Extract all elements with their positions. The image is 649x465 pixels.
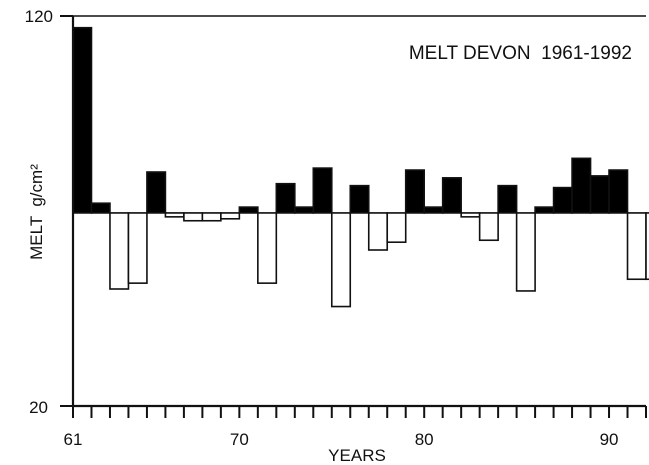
x-axis-title: YEARS	[328, 446, 386, 465]
bar-1978	[386, 212, 407, 243]
bar-1970	[238, 206, 259, 214]
bar-1972	[275, 182, 296, 214]
y-axis-title: MELT g/cm²	[27, 164, 46, 260]
x-tick-label-61: 61	[64, 430, 83, 449]
bar-1983	[478, 212, 499, 242]
bar-1974	[312, 167, 333, 214]
x-tick-label-80: 80	[415, 430, 434, 449]
bar-1988	[571, 157, 592, 214]
bar-1967	[183, 212, 204, 222]
bar-1973	[294, 206, 315, 214]
bar-1977	[367, 212, 389, 251]
bar-1990	[608, 169, 629, 214]
bar-1975	[330, 212, 352, 308]
x-tick-label-90: 90	[600, 430, 619, 449]
bar-1981	[441, 177, 462, 214]
chart-title: MELT DEVON 1961-1992	[409, 43, 632, 64]
bar-1968	[201, 212, 222, 222]
bar-1963	[109, 212, 130, 290]
bar-1991	[626, 212, 647, 281]
bar-1989	[589, 175, 610, 214]
bar-1964	[127, 212, 148, 284]
bar-1976	[349, 184, 370, 214]
bar-1985	[515, 212, 536, 292]
bar-1986	[534, 206, 555, 214]
y-tick-label-120: 120	[25, 7, 53, 26]
bar-1965	[146, 171, 167, 214]
bar-1979	[404, 169, 425, 214]
bar-1984	[497, 184, 518, 214]
bar-1962	[90, 202, 111, 214]
bar-1961	[72, 26, 93, 214]
bar-1969	[220, 212, 241, 220]
x-tick-labels-layer: 61 70 80 90	[64, 430, 619, 449]
x-ticks-layer	[72, 406, 647, 418]
bar-1980	[423, 206, 444, 214]
bar-1987	[552, 186, 573, 214]
bar-1992	[645, 212, 649, 281]
y-tick-label-20: 20	[29, 398, 48, 417]
x-tick-label-70: 70	[230, 430, 249, 449]
bars-layer	[72, 26, 649, 308]
bar-1971	[257, 212, 278, 284]
